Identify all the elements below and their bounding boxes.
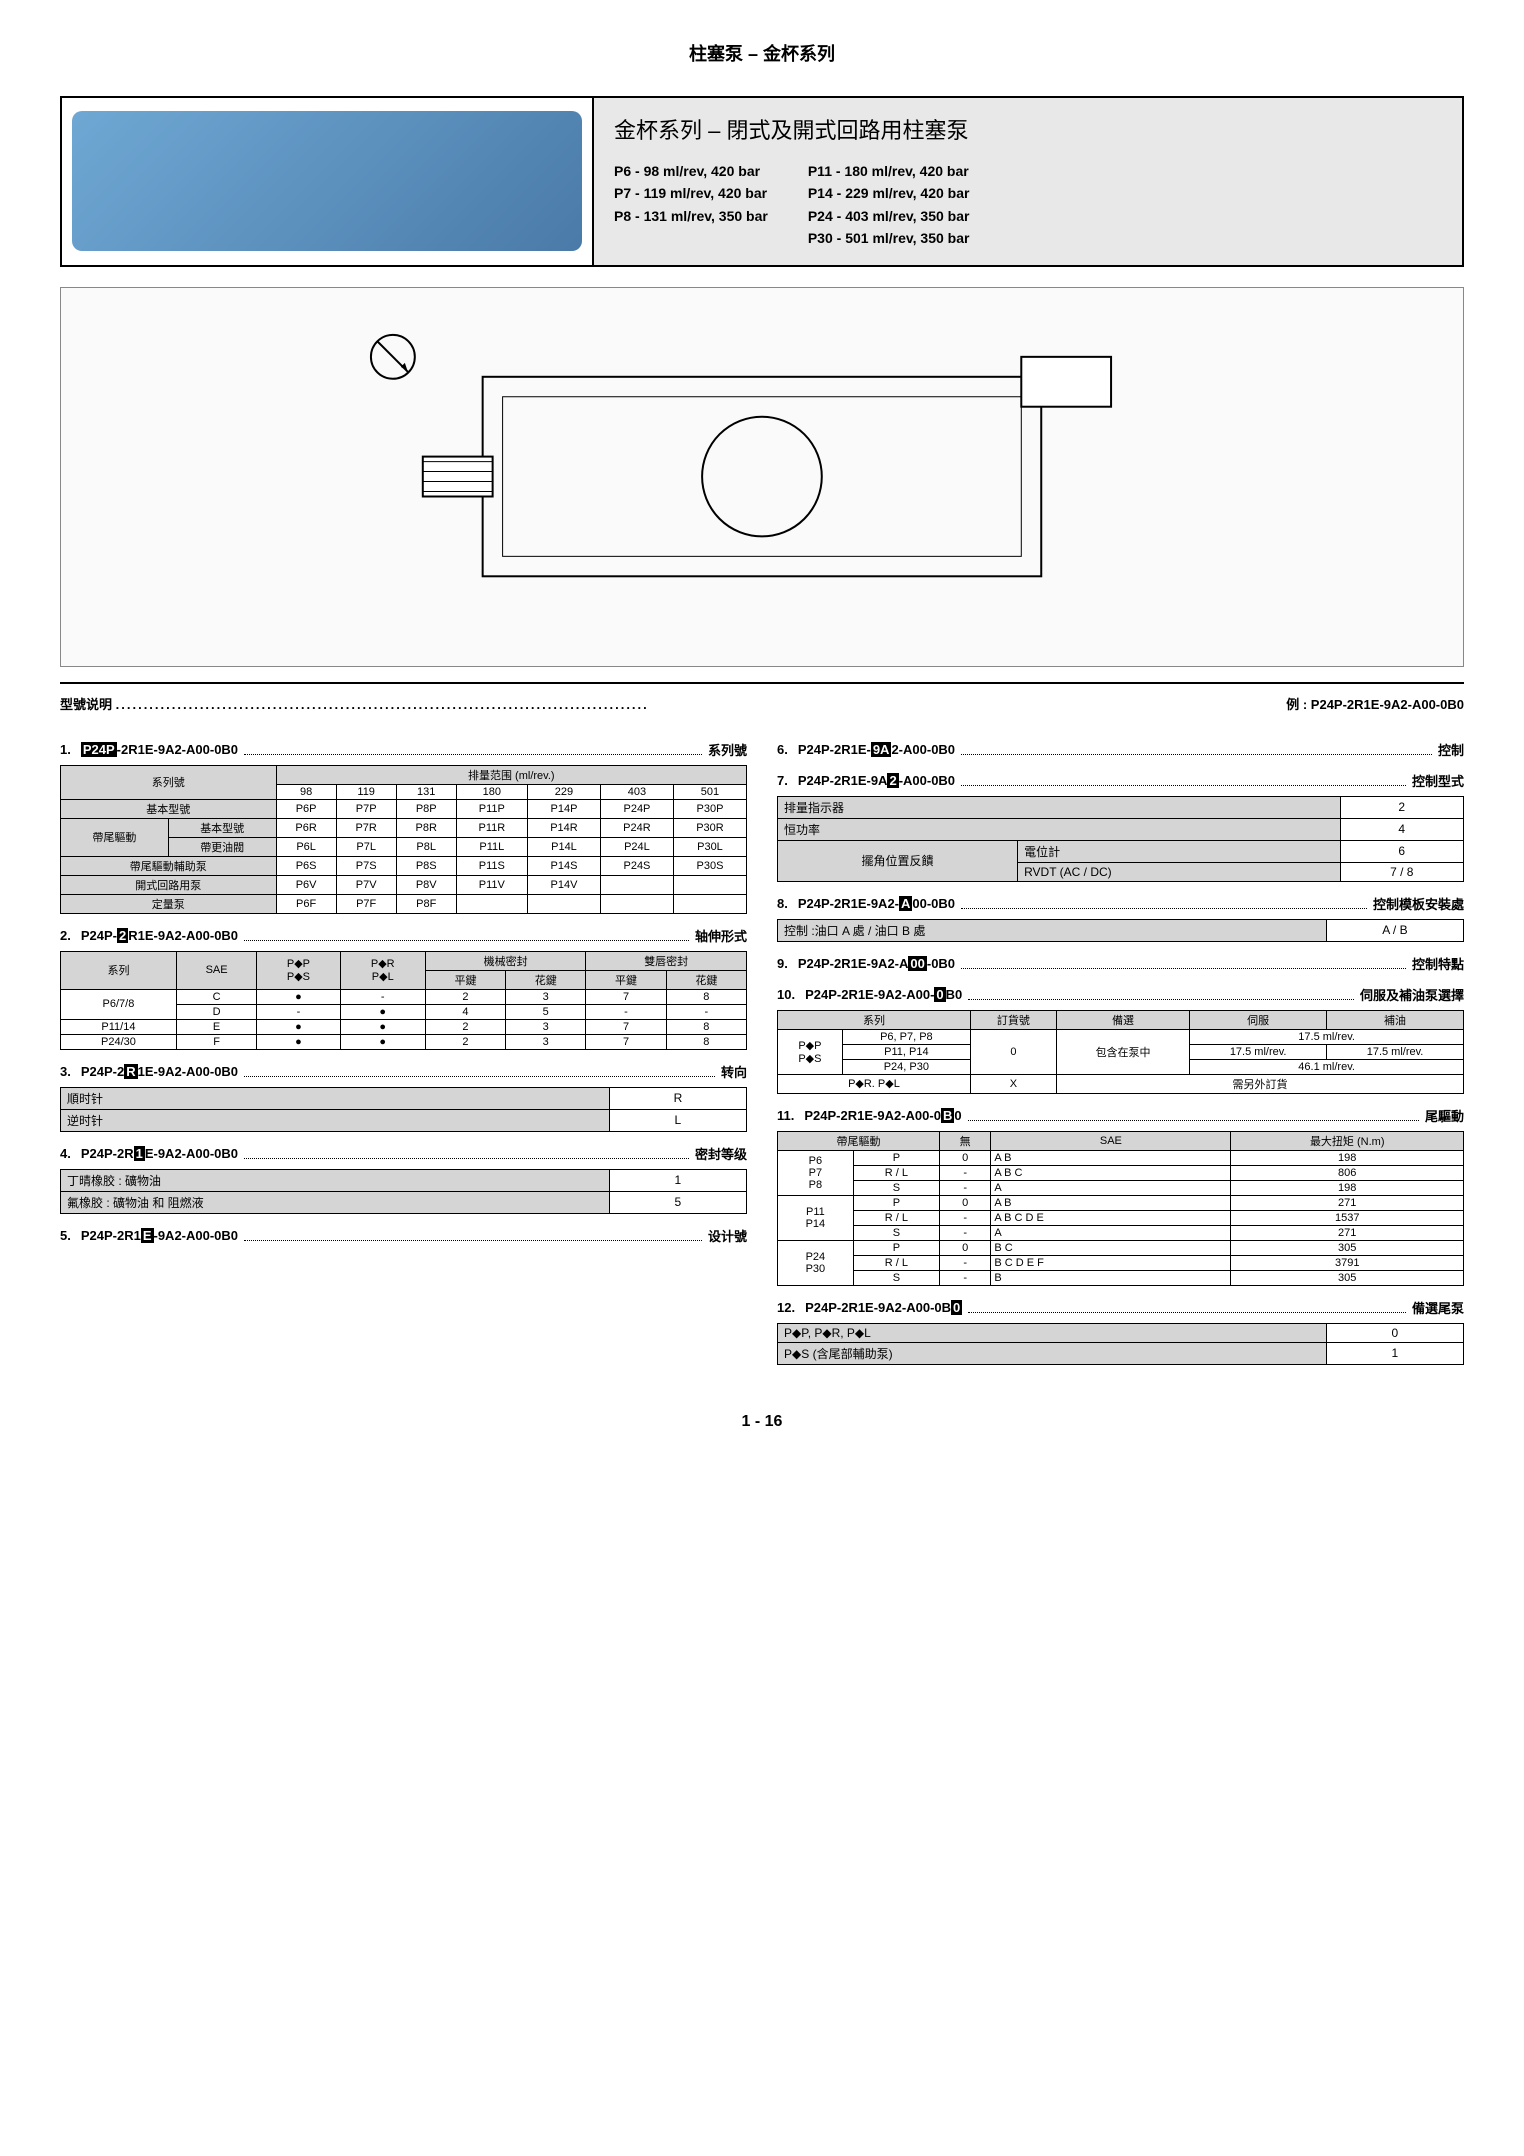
section-5: 5. P24P-2R1E-9A2-A00-0B0 设计號 [60, 1226, 747, 1245]
spec-item: P24 - 403 ml/rev, 350 bar [808, 205, 970, 227]
spec-item: P8 - 131 ml/rev, 350 bar [614, 205, 768, 227]
section-11: 11. P24P-2R1E-9A2-A00-0B0 尾驅動 [777, 1106, 1464, 1125]
spec-item: P6 - 98 ml/rev, 420 bar [614, 160, 768, 182]
page-title: 柱塞泵 – 金杯系列 [60, 40, 1464, 66]
cutaway-diagram [60, 287, 1464, 667]
section-10: 10. P24P-2R1E-9A2-A00-0B0 伺服及補油泵選擇 [777, 985, 1464, 1004]
table-4: 丁晴橡胶 : 礦物油1 氟橡胶 : 礦物油 和 阻燃液5 [60, 1169, 747, 1214]
section-12: 12. P24P-2R1E-9A2-A00-0B0 備選尾泵 [777, 1298, 1464, 1317]
spec-item: P11 - 180 ml/rev, 420 bar [808, 160, 970, 182]
spec-item: P14 - 229 ml/rev, 420 bar [808, 182, 970, 204]
section-6: 6. P24P-2R1E-9A2-A00-0B0 控制 [777, 740, 1464, 759]
section-8: 8. P24P-2R1E-9A2-A00-0B0 控制模板安裝處 [777, 894, 1464, 913]
section-1: 1. P24P-2R1E-9A2-A00-0B0 系列號 [60, 740, 747, 759]
spec-item: P7 - 119 ml/rev, 420 bar [614, 182, 768, 204]
section-4: 4. P24P-2R1E-9A2-A00-0B0 密封等级 [60, 1144, 747, 1163]
spec-item: P30 - 501 ml/rev, 350 bar [808, 227, 970, 249]
table-10: 系列訂貨號備選伺服補油 P◆PP◆SP6, P7, P80包含在泵中17.5 m… [777, 1010, 1464, 1094]
table-7: 排量指示器2 恒功率4 擺角位置反饋電位計6 RVDT (AC / DC)7 /… [777, 796, 1464, 882]
section-3: 3. P24P-2R1E-9A2-A00-0B0 转向 [60, 1062, 747, 1081]
spec-right: P11 - 180 ml/rev, 420 bar P14 - 229 ml/r… [808, 160, 970, 250]
header-box: 金杯系列 – 閉式及開式回路用柱塞泵 P6 - 98 ml/rev, 420 b… [60, 96, 1464, 267]
model-line: 型號说明 ...................................… [60, 694, 1464, 713]
section-2: 2. P24P-2R1E-9A2-A00-0B0 轴伸形式 [60, 926, 747, 945]
table-11: 帶尾驅動無SAE最大扭矩 (N.m) P6P7P8P0A B198 R / L-… [777, 1131, 1464, 1286]
table-3: 順时针R 逆时针L [60, 1087, 747, 1132]
table-1: 系列號排量范围 (ml/rev.) 98119131180229403501 基… [60, 765, 747, 914]
spec-left: P6 - 98 ml/rev, 420 bar P7 - 119 ml/rev,… [614, 160, 768, 250]
model-example: 例 : P24P-2R1E-9A2-A00-0B0 [1286, 694, 1464, 713]
section-9: 9. P24P-2R1E-9A2-A00-0B0 控制特點 [777, 954, 1464, 973]
table-12: P◆P, P◆R, P◆L0 P◆S (含尾部輔助泵)1 [777, 1323, 1464, 1365]
table-8: 控制 :油口 A 處 / 油口 B 處A / B [777, 919, 1464, 942]
table-2: 系列SAEP◆PP◆SP◆RP◆L機械密封雙唇密封 平鍵花鍵平鍵花鍵 P6/7/… [60, 951, 747, 1050]
header-title: 金杯系列 – 閉式及開式回路用柱塞泵 [614, 113, 1442, 145]
page-number: 1 - 16 [60, 1413, 1464, 1431]
product-image [62, 98, 594, 265]
section-7: 7. P24P-2R1E-9A2-A00-0B0 控制型式 [777, 771, 1464, 790]
